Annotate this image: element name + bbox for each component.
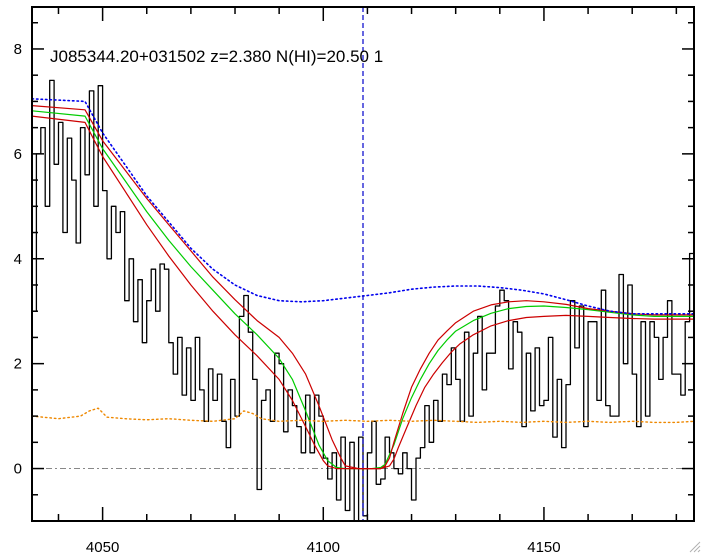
series-group <box>32 79 694 521</box>
plot-frame <box>31 6 695 522</box>
axis-tick-labels: 4050 4100 4150 0 2 4 6 8 <box>14 41 561 556</box>
x-tick-label: 4050 <box>86 539 119 556</box>
resize-grip-icon[interactable] <box>689 541 701 553</box>
upper-bound-series <box>32 105 694 470</box>
flux-series <box>32 79 694 521</box>
axis-ticks <box>32 7 694 522</box>
x-tick-label: 4100 <box>307 539 340 556</box>
lower-bound-series <box>32 115 694 470</box>
model-series <box>32 110 694 470</box>
y-tick-label: 2 <box>14 356 22 373</box>
continuum-series <box>32 98 694 315</box>
y-tick-label: 8 <box>14 41 22 58</box>
error-series <box>32 407 694 424</box>
chart-title: J085344.20+031502 z=2.380 N(HI)=20.50 1 <box>50 47 383 66</box>
y-tick-label: 4 <box>14 251 22 268</box>
y-tick-label: 6 <box>14 146 22 163</box>
x-tick-label: 4150 <box>527 539 560 556</box>
y-tick-label: 0 <box>14 461 22 478</box>
